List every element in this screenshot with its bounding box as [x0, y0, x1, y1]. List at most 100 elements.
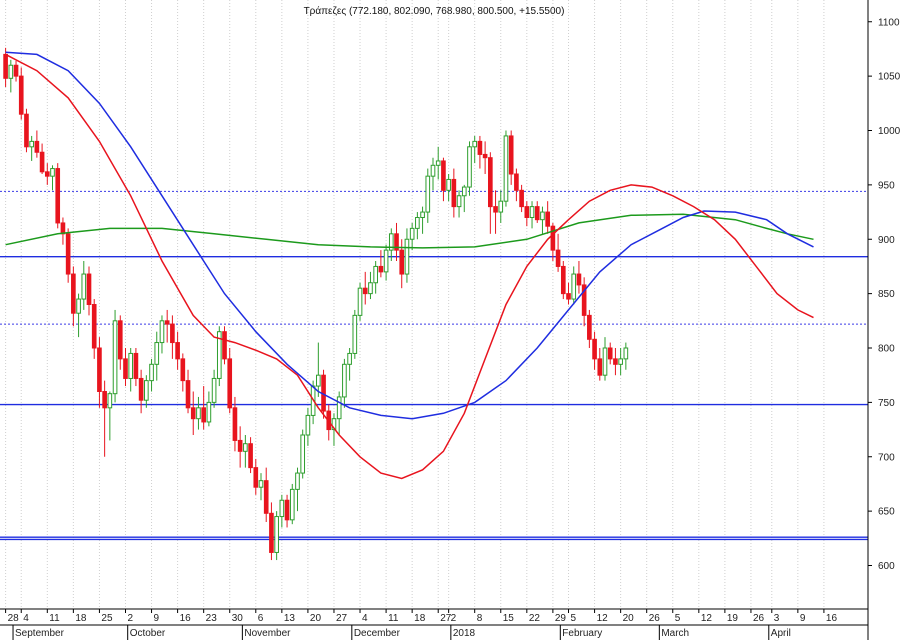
candle-down [71, 273, 76, 314]
candle-up [279, 499, 285, 518]
candle-up [274, 516, 279, 553]
candle-up [336, 396, 342, 420]
y-tick-label: 750 [878, 398, 895, 409]
x-tick-label: 27 [440, 613, 452, 624]
candle-down [18, 75, 24, 115]
candle-down [91, 304, 97, 349]
candle-up [420, 211, 425, 218]
y-tick-label: 1000 [878, 126, 901, 137]
y-tick-label: 600 [878, 561, 895, 572]
month-label: October [130, 628, 166, 639]
month-labels: September October November December 2018 Febr… [12, 625, 791, 640]
candle-up [503, 135, 509, 202]
candle-up [50, 168, 55, 177]
candle-down [269, 512, 274, 553]
candle-up [415, 217, 420, 229]
candle-up [216, 331, 222, 379]
candle-up [243, 443, 248, 452]
candle-down [175, 342, 180, 360]
candle-down [534, 206, 540, 221]
candle-up [342, 363, 347, 398]
candle-up [295, 472, 300, 490]
candle-down [581, 284, 587, 316]
x-axis-ticks: 28 4 11 18 25 2 9 16 23 30 6 13 20 27 4 11 18 27 2 8 15 22 29 5… [5, 609, 838, 624]
x-tick-label: 25 [101, 613, 113, 624]
candle-down [394, 233, 399, 251]
x-tick-label: 16 [180, 613, 192, 624]
x-tick-label: 11 [388, 613, 399, 624]
x-tick-label: 3 [774, 613, 780, 624]
candle-up [352, 314, 358, 354]
candle-down [451, 178, 457, 208]
x-tick-label: 19 [727, 613, 739, 624]
candle-down [524, 206, 530, 218]
ma-green-line [5, 213, 814, 249]
candle-up [144, 380, 149, 401]
candle-down [263, 480, 269, 514]
candle-up [618, 358, 623, 365]
x-tick-label: 9 [800, 613, 806, 624]
candle-up [623, 347, 629, 360]
candle-down [201, 407, 206, 423]
candle-down [519, 189, 524, 208]
x-tick-label: 2 [451, 613, 457, 624]
candle-down [237, 439, 243, 452]
ma-red-line [5, 53, 814, 480]
month-label: 2018 [453, 628, 476, 639]
candle-up [540, 211, 545, 221]
x-tick-label: 16 [826, 613, 838, 624]
chart-title: Τράπεζες (772.180, 802.090, 768.980, 800… [304, 5, 565, 17]
candle-down [253, 467, 259, 488]
candle-down [566, 293, 571, 300]
candle-down [488, 157, 493, 208]
x-tick-label: 29 [555, 613, 567, 624]
candle-up [373, 265, 378, 284]
candle-down [550, 225, 556, 251]
x-tick-label: 12 [701, 613, 713, 624]
candle-down [170, 323, 175, 344]
candle-down [65, 233, 71, 275]
candle-up [289, 488, 295, 521]
candle-down [44, 171, 50, 177]
x-tick-label: 30 [232, 613, 244, 624]
candle-up [467, 146, 472, 188]
candles [3, 47, 629, 561]
candle-down [222, 331, 227, 360]
candle-up [154, 342, 160, 365]
month-label: April [771, 628, 791, 639]
candle-down [508, 135, 514, 175]
candle-up [409, 227, 415, 240]
x-tick-label: 20 [310, 613, 322, 624]
x-tick-label: 15 [503, 613, 515, 624]
candle-up [404, 238, 410, 275]
candle-up [211, 377, 217, 403]
x-tick-label: 20 [623, 613, 635, 624]
candle-down [60, 222, 66, 235]
candle-up [435, 160, 441, 166]
candle-down [613, 358, 618, 365]
y-tick-label: 850 [878, 289, 895, 300]
x-tick-label: 27 [336, 613, 348, 624]
candle-up [456, 195, 462, 208]
candle-up [368, 282, 373, 295]
candle-up [388, 233, 394, 251]
x-tick-label: 23 [206, 613, 218, 624]
candle-up [107, 393, 113, 409]
candle-down [441, 160, 446, 191]
candle-down [13, 64, 19, 77]
x-tick-label: 6 [258, 613, 264, 624]
candle-up [112, 320, 118, 395]
candle-down [123, 358, 128, 379]
y-tick-label: 800 [878, 344, 895, 355]
grid-lines [5, 0, 825, 609]
x-tick-label: 26 [753, 613, 765, 624]
candle-down [102, 391, 107, 409]
candle-up [529, 206, 535, 218]
candle-down [232, 407, 238, 441]
y-tick-label: 700 [878, 452, 895, 463]
candle-down [592, 338, 597, 360]
x-tick-label: 12 [597, 613, 609, 624]
candle-up [383, 249, 389, 273]
candle-down [97, 347, 102, 392]
candle-down [378, 265, 384, 273]
